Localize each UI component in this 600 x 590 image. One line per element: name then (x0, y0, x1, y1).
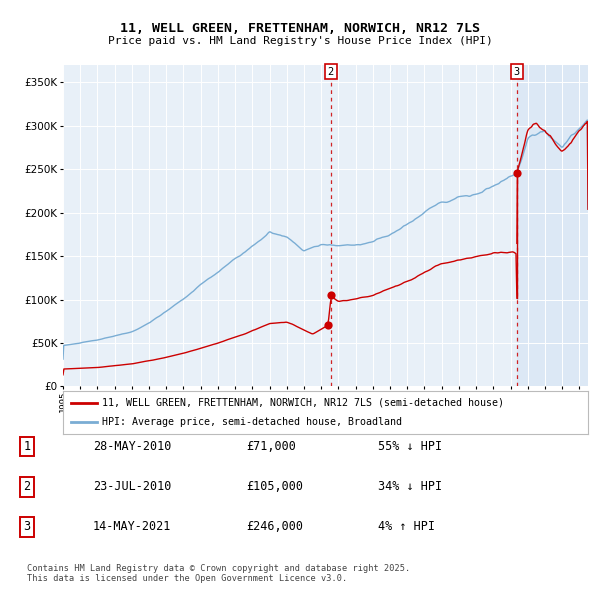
Text: £246,000: £246,000 (246, 520, 303, 533)
Text: 3: 3 (514, 67, 520, 77)
Text: 11, WELL GREEN, FRETTENHAM, NORWICH, NR12 7LS (semi-detached house): 11, WELL GREEN, FRETTENHAM, NORWICH, NR1… (103, 398, 505, 408)
Text: 4% ↑ HPI: 4% ↑ HPI (378, 520, 435, 533)
Text: 23-JUL-2010: 23-JUL-2010 (93, 480, 172, 493)
Text: £71,000: £71,000 (246, 440, 296, 453)
Text: 3: 3 (23, 520, 31, 533)
Bar (517, 65, 588, 386)
Point (323, 320, 333, 329)
Text: 11, WELL GREEN, FRETTENHAM, NORWICH, NR12 7LS: 11, WELL GREEN, FRETTENHAM, NORWICH, NR1… (120, 22, 480, 35)
Point (512, 168, 522, 178)
Text: £105,000: £105,000 (246, 480, 303, 493)
Text: Contains HM Land Registry data © Crown copyright and database right 2025.
This d: Contains HM Land Registry data © Crown c… (27, 564, 410, 583)
Text: Price paid vs. HM Land Registry's House Price Index (HPI): Price paid vs. HM Land Registry's House … (107, 37, 493, 46)
Text: HPI: Average price, semi-detached house, Broadland: HPI: Average price, semi-detached house,… (103, 417, 403, 427)
Text: 2: 2 (328, 67, 334, 77)
Text: 14-MAY-2021: 14-MAY-2021 (93, 520, 172, 533)
Text: 28-MAY-2010: 28-MAY-2010 (93, 440, 172, 453)
Point (326, 290, 335, 300)
Text: 34% ↓ HPI: 34% ↓ HPI (378, 480, 442, 493)
Text: 55% ↓ HPI: 55% ↓ HPI (378, 440, 442, 453)
Text: 1: 1 (23, 440, 31, 453)
Text: 2: 2 (23, 480, 31, 493)
